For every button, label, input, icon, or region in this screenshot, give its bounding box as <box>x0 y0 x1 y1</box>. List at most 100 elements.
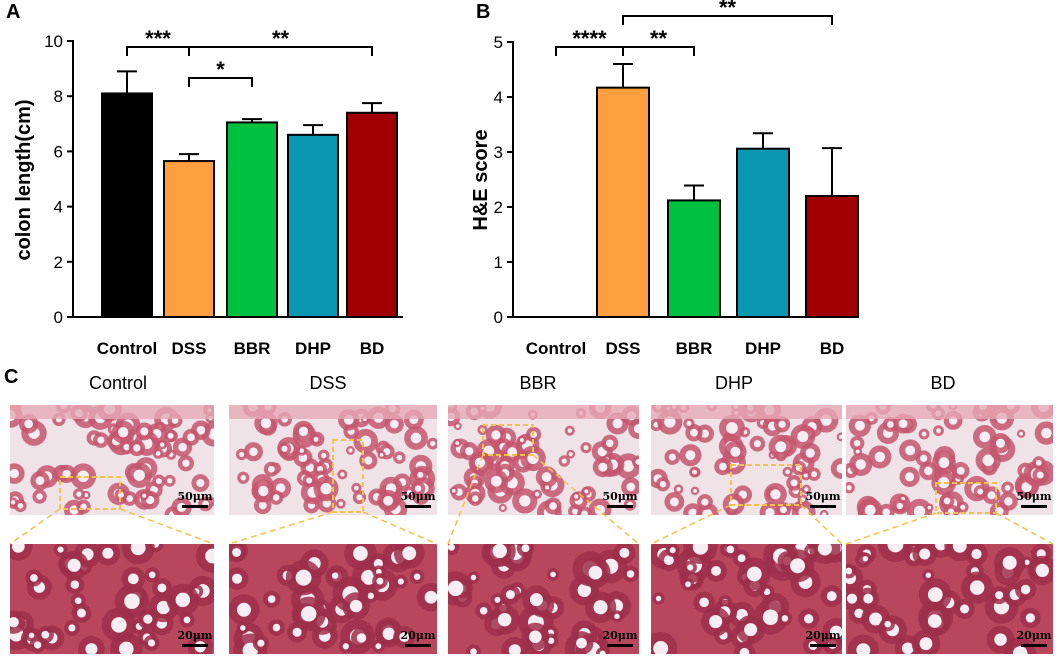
y-tick-label: 2 <box>54 253 63 272</box>
goblet-cell <box>541 472 552 482</box>
scale-label: 20μm <box>401 629 436 642</box>
histology-texture: 20μm <box>846 544 1053 654</box>
goblet-cell <box>896 502 903 510</box>
scale-bar <box>607 644 633 647</box>
connector-line <box>532 454 640 545</box>
goblet-cell <box>413 573 421 580</box>
goblet-cell <box>987 491 996 500</box>
goblet-cell <box>605 439 614 448</box>
goblet-cell <box>938 477 950 489</box>
goblet-cell <box>811 471 818 478</box>
goblet-cell <box>455 441 460 446</box>
y-tick-label: 4 <box>494 88 503 107</box>
goblet-cell <box>123 443 130 451</box>
goblet-cell <box>68 624 76 632</box>
chart-colon-length: 0 2 4 6 8 10 colon length(cm) Control DSS BBR DHP B… <box>13 26 403 358</box>
goblet-cell <box>687 564 694 571</box>
goblet-cell <box>804 614 814 624</box>
goblet-cell <box>576 637 587 649</box>
scale-bar <box>1021 505 1047 508</box>
zoom-region-box <box>332 439 364 513</box>
goblet-cell <box>887 544 904 553</box>
goblet-cell <box>196 425 206 435</box>
goblet-cell <box>701 498 709 506</box>
goblet-cell <box>30 574 38 582</box>
goblet-cell <box>709 614 723 629</box>
goblet-cell <box>257 639 265 647</box>
goblet-cell <box>448 580 464 597</box>
goblet-cell <box>348 448 353 453</box>
goblet-cell <box>205 548 214 564</box>
goblet-cell <box>943 497 951 505</box>
zoom-region-box <box>59 476 121 510</box>
goblet-cell <box>688 508 698 515</box>
goblet-cell <box>130 544 146 556</box>
goblet-cell <box>24 419 33 429</box>
goblet-cell <box>971 548 982 560</box>
scale-bar <box>405 505 431 508</box>
goblet-cell <box>36 493 43 500</box>
goblet-cell <box>790 558 806 574</box>
goblet-cell <box>451 489 456 493</box>
scale-label: 20μm <box>178 629 213 642</box>
scale-label: 50μm <box>603 490 638 503</box>
scale-label: 20μm <box>806 629 841 642</box>
histology-texture: 20μm <box>229 544 437 654</box>
connector-line <box>228 511 334 545</box>
goblet-cell <box>62 469 71 479</box>
goblet-cell <box>549 502 557 510</box>
y-tick-label: 0 <box>494 308 503 327</box>
goblet-cell <box>619 547 630 558</box>
goblet-cell <box>746 566 762 582</box>
goblet-cell <box>465 447 474 456</box>
goblet-cell <box>655 595 662 602</box>
scale-bar <box>607 505 633 508</box>
goblet-cell <box>406 489 413 496</box>
goblet-cell <box>490 475 502 487</box>
goblet-cell <box>236 602 251 617</box>
overview-image-control: 50μm <box>10 405 214 515</box>
goblet-cell <box>41 630 50 639</box>
goblet-cell <box>367 592 374 600</box>
muscle-layer <box>229 405 437 419</box>
goblet-cell <box>127 573 139 585</box>
goblet-cell <box>545 485 550 490</box>
goblet-cell <box>1025 613 1036 623</box>
goblet-cell <box>919 548 931 560</box>
goblet-cell <box>430 440 436 447</box>
goblet-cell <box>301 606 317 622</box>
histology-texture: 50μm <box>10 405 214 515</box>
histology-texture: 20μm <box>10 544 214 654</box>
goblet-cell <box>1024 559 1030 566</box>
goblet-cell <box>898 419 908 429</box>
significance-label: ** <box>272 26 290 51</box>
goblet-cell <box>995 591 1004 600</box>
goblet-cell <box>519 437 525 443</box>
goblet-cell <box>626 570 635 578</box>
muscle-layer <box>651 405 842 419</box>
goblet-cell <box>1020 584 1031 595</box>
significance-label: *** <box>145 26 171 51</box>
scale-label: 20μm <box>603 629 638 642</box>
overview-image-dhp: 50μm <box>651 405 842 515</box>
zoom-region-box <box>482 424 534 456</box>
goblet-cell <box>668 453 676 461</box>
goblet-cell <box>76 491 82 497</box>
goblet-cell <box>474 457 486 468</box>
goblet-cell <box>126 495 133 502</box>
category-label-dhp: DHP <box>745 339 781 358</box>
goblet-cell <box>874 451 886 463</box>
goblet-cell <box>853 439 861 447</box>
scale-bar <box>1021 644 1047 647</box>
goblet-cell <box>414 485 422 492</box>
goblet-cell <box>74 597 82 605</box>
goblet-cell <box>240 625 246 631</box>
goblet-cell <box>905 445 916 456</box>
y-tick-label: 0 <box>54 308 63 327</box>
goblet-cell <box>547 637 555 644</box>
significance-label: * <box>216 57 225 82</box>
goblet-cell <box>864 504 876 515</box>
goblet-cell <box>753 440 761 448</box>
goblet-cell <box>143 614 153 624</box>
goblet-cell <box>1041 427 1052 439</box>
